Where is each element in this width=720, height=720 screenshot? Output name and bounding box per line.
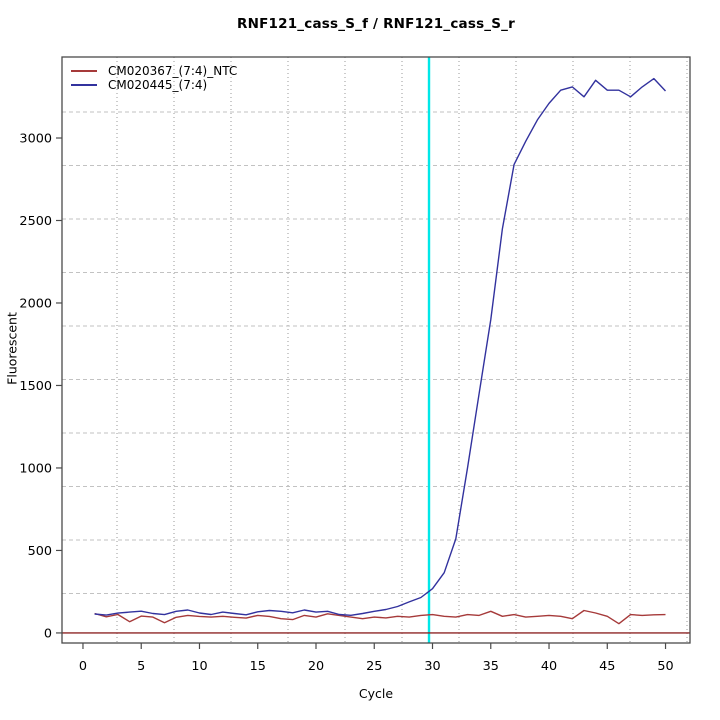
svg-text:35: 35	[483, 659, 499, 674]
svg-text:15: 15	[250, 659, 266, 674]
svg-text:1500: 1500	[19, 379, 52, 394]
legend: CM020367_(7:4)_NTC CM020445_(7:4)	[71, 64, 237, 92]
svg-text:50: 50	[657, 659, 673, 674]
svg-text:5: 5	[137, 659, 145, 674]
legend-item-sample: CM020445_(7:4)	[71, 78, 237, 92]
svg-text:2500: 2500	[19, 214, 52, 229]
chart-title: RNF121_cass_S_f / RNF121_cass_S_r	[237, 16, 515, 32]
svg-text:30: 30	[424, 659, 440, 674]
svg-text:20: 20	[308, 659, 324, 674]
svg-text:2000: 2000	[19, 296, 52, 311]
svg-text:40: 40	[541, 659, 557, 674]
svg-text:3000: 3000	[19, 132, 52, 147]
svg-text:0: 0	[44, 626, 52, 641]
svg-text:500: 500	[28, 544, 52, 559]
x-axis-label: Cycle	[358, 686, 394, 701]
y-axis-label: Fluorescent	[4, 312, 20, 385]
svg-text:1000: 1000	[19, 461, 52, 476]
svg-text:45: 45	[599, 659, 615, 674]
legend-line-swatch-sample	[71, 84, 97, 86]
svg-text:10: 10	[191, 659, 207, 674]
legend-label-ntc: CM020367_(7:4)_NTC	[108, 64, 238, 78]
legend-item-ntc: CM020367_(7:4)_NTC	[71, 64, 237, 78]
svg-text:0: 0	[79, 659, 87, 674]
svg-text:25: 25	[366, 659, 382, 674]
legend-label-sample: CM020445_(7:4)	[108, 78, 208, 92]
legend-line-swatch-ntc	[71, 70, 97, 72]
